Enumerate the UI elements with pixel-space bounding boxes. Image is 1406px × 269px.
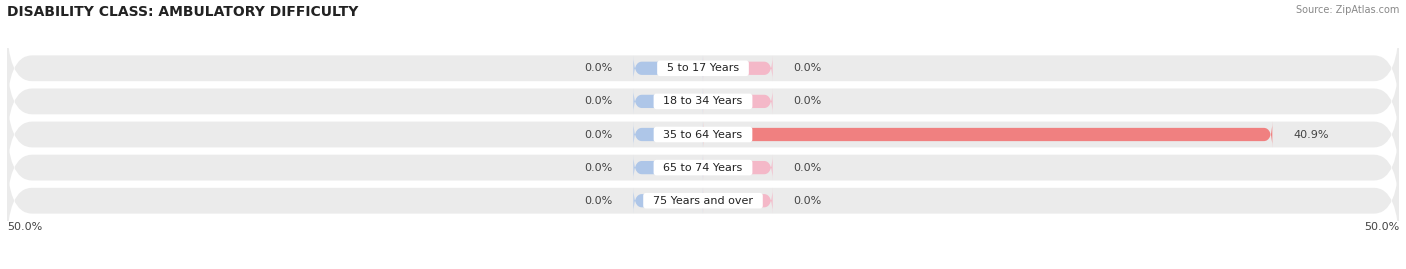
FancyBboxPatch shape [7, 22, 1399, 115]
Text: 5 to 17 Years: 5 to 17 Years [659, 63, 747, 73]
Text: DISABILITY CLASS: AMBULATORY DIFFICULTY: DISABILITY CLASS: AMBULATORY DIFFICULTY [7, 5, 359, 19]
FancyBboxPatch shape [703, 187, 773, 214]
FancyBboxPatch shape [633, 121, 703, 148]
Text: Source: ZipAtlas.com: Source: ZipAtlas.com [1295, 5, 1399, 15]
FancyBboxPatch shape [633, 154, 703, 181]
FancyBboxPatch shape [7, 88, 1399, 181]
Text: 0.0%: 0.0% [585, 63, 613, 73]
Text: 65 to 74 Years: 65 to 74 Years [657, 162, 749, 173]
Text: 0.0%: 0.0% [793, 96, 821, 107]
Text: 0.0%: 0.0% [585, 96, 613, 107]
FancyBboxPatch shape [7, 121, 1399, 214]
Text: 50.0%: 50.0% [1364, 222, 1399, 232]
Text: 35 to 64 Years: 35 to 64 Years [657, 129, 749, 140]
Text: 0.0%: 0.0% [585, 196, 613, 206]
Text: 0.0%: 0.0% [793, 162, 821, 173]
FancyBboxPatch shape [703, 154, 773, 181]
FancyBboxPatch shape [633, 187, 703, 214]
FancyBboxPatch shape [633, 88, 703, 115]
Text: 75 Years and over: 75 Years and over [645, 196, 761, 206]
FancyBboxPatch shape [633, 55, 703, 82]
Text: 0.0%: 0.0% [585, 129, 613, 140]
FancyBboxPatch shape [703, 55, 773, 82]
FancyBboxPatch shape [703, 121, 1272, 148]
Text: 18 to 34 Years: 18 to 34 Years [657, 96, 749, 107]
Text: 40.9%: 40.9% [1294, 129, 1329, 140]
Text: 50.0%: 50.0% [7, 222, 42, 232]
FancyBboxPatch shape [703, 88, 773, 115]
FancyBboxPatch shape [7, 55, 1399, 148]
Text: 0.0%: 0.0% [585, 162, 613, 173]
Text: 0.0%: 0.0% [793, 196, 821, 206]
FancyBboxPatch shape [7, 154, 1399, 247]
Text: 0.0%: 0.0% [793, 63, 821, 73]
